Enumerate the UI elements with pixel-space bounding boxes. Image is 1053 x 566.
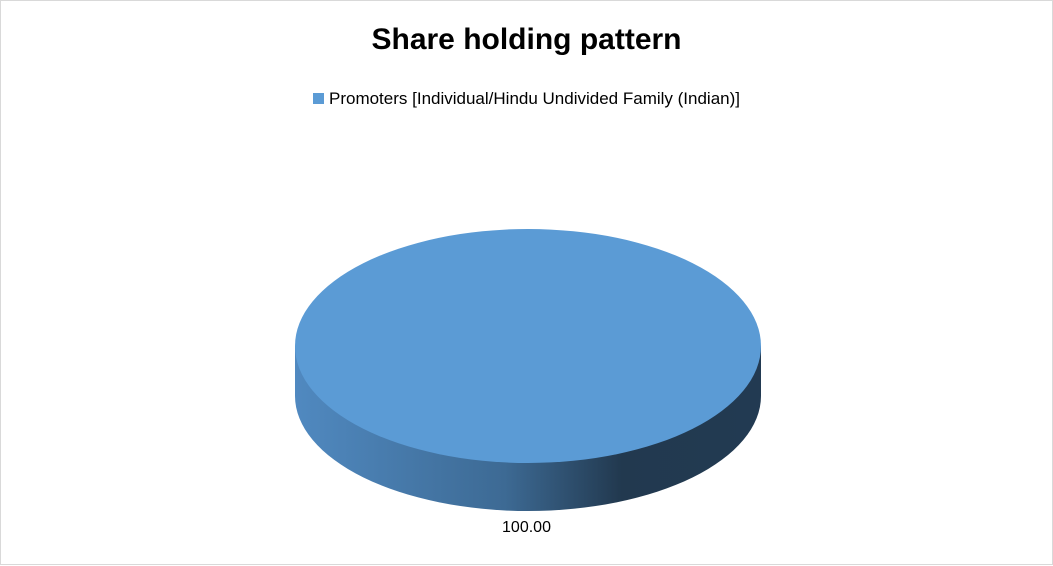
pie-slice-top bbox=[295, 229, 761, 463]
legend: Promoters [Individual/Hindu Undivided Fa… bbox=[1, 89, 1052, 109]
chart-title: Share holding pattern bbox=[371, 23, 682, 56]
legend-label: Promoters [Individual/Hindu Undivided Fa… bbox=[328, 89, 740, 108]
data-label: 100.00 bbox=[502, 519, 551, 536]
legend-swatch bbox=[312, 93, 324, 104]
